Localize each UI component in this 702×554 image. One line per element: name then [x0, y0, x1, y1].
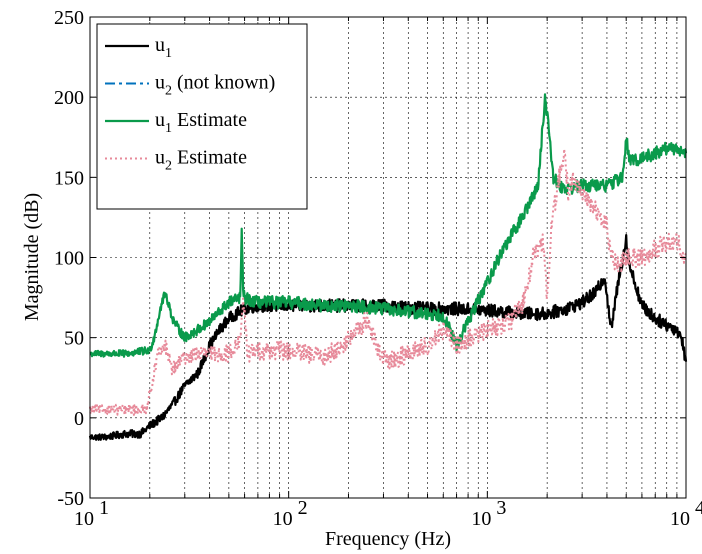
legend-box: [96, 23, 308, 210]
series-line-3: [89, 93, 688, 358]
legend: u1 u2 (not known) u1 Estimate u2 Estimate: [96, 23, 308, 210]
x-tick-label: 10: [74, 508, 94, 530]
y-tick-label: 0: [74, 408, 84, 430]
x-tick-label: 10: [670, 508, 690, 530]
series-line-4: [89, 147, 687, 417]
y-tick-label: -50: [57, 488, 84, 510]
y-axis-label: Magnitude (dB): [21, 193, 43, 321]
series-layer: [88, 93, 688, 441]
x-tick-exponent: 2: [298, 497, 308, 519]
legend-label-3: u1 Estimate: [155, 109, 247, 136]
y-tick-label: 250: [54, 7, 84, 29]
legend-label-4: u2 Estimate: [155, 147, 247, 174]
y-tick-label: 150: [54, 167, 84, 189]
x-tick-label: 10: [273, 508, 293, 530]
x-axis-label: Frequency (Hz): [325, 528, 451, 550]
legend-label-2: u2 (not known): [155, 72, 275, 99]
y-tick-label: 100: [54, 248, 84, 270]
legend-label-1: u1: [155, 34, 172, 61]
y-tick-label: 200: [54, 87, 84, 109]
y-tick-label: 50: [64, 328, 84, 350]
x-tick-exponent: 1: [99, 497, 109, 519]
x-tick-exponent: 3: [496, 497, 506, 519]
x-tick-exponent: 4: [695, 497, 702, 519]
x-tick-label: 10: [471, 508, 491, 530]
